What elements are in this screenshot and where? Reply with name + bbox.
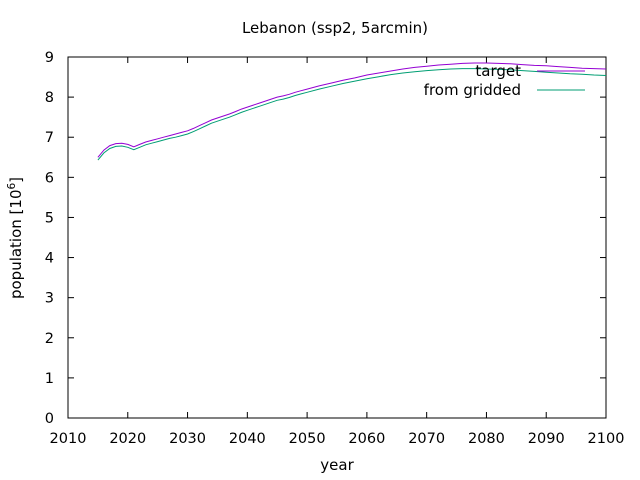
ticks-layer: 2010 2020 2030 2040 2050 2060 2070 2080 2090 2100… bbox=[45, 50, 625, 447]
x-tick-label: 2050 bbox=[289, 431, 326, 447]
x-tick-label: 2100 bbox=[588, 431, 625, 447]
x-axis-label: year bbox=[320, 456, 354, 474]
x-tick-label: 2040 bbox=[229, 431, 266, 447]
y-tick-label: 6 bbox=[45, 170, 54, 186]
legend-label-0: target bbox=[475, 62, 521, 80]
y-tick-label: 7 bbox=[45, 130, 54, 146]
y-tick-label: 0 bbox=[45, 411, 54, 427]
y-tick-label: 5 bbox=[45, 210, 54, 226]
x-tick-label: 2080 bbox=[468, 431, 505, 447]
y-tick-label: 1 bbox=[45, 371, 54, 387]
x-tick-label: 2070 bbox=[408, 431, 445, 447]
y-axis-label-main: population [10 bbox=[7, 190, 25, 300]
x-tick-label: 2060 bbox=[348, 431, 385, 447]
y-axis-label-close: ] bbox=[7, 177, 25, 183]
x-tick-label: 2030 bbox=[169, 431, 206, 447]
y-tick-label: 9 bbox=[45, 50, 54, 66]
y-axis-label-exponent: 6 bbox=[6, 183, 18, 190]
y-axis-label: population [106] bbox=[6, 177, 25, 299]
series-layer bbox=[97, 62, 607, 161]
series-line-1 bbox=[97, 68, 607, 161]
chart-title: Lebanon (ssp2, 5arcmin) bbox=[242, 19, 428, 37]
x-tick-label: 2090 bbox=[528, 431, 565, 447]
series-line-0 bbox=[97, 62, 607, 158]
x-tick-label: 2020 bbox=[109, 431, 146, 447]
legend-label-1: from gridded bbox=[424, 81, 521, 99]
y-tick-label: 2 bbox=[45, 331, 54, 347]
x-tick-label: 2010 bbox=[50, 431, 87, 447]
y-tick-label: 3 bbox=[45, 291, 54, 307]
y-tick-label: 4 bbox=[45, 251, 54, 267]
plot-frame bbox=[67, 56, 607, 419]
y-tick-label: 8 bbox=[45, 90, 54, 106]
